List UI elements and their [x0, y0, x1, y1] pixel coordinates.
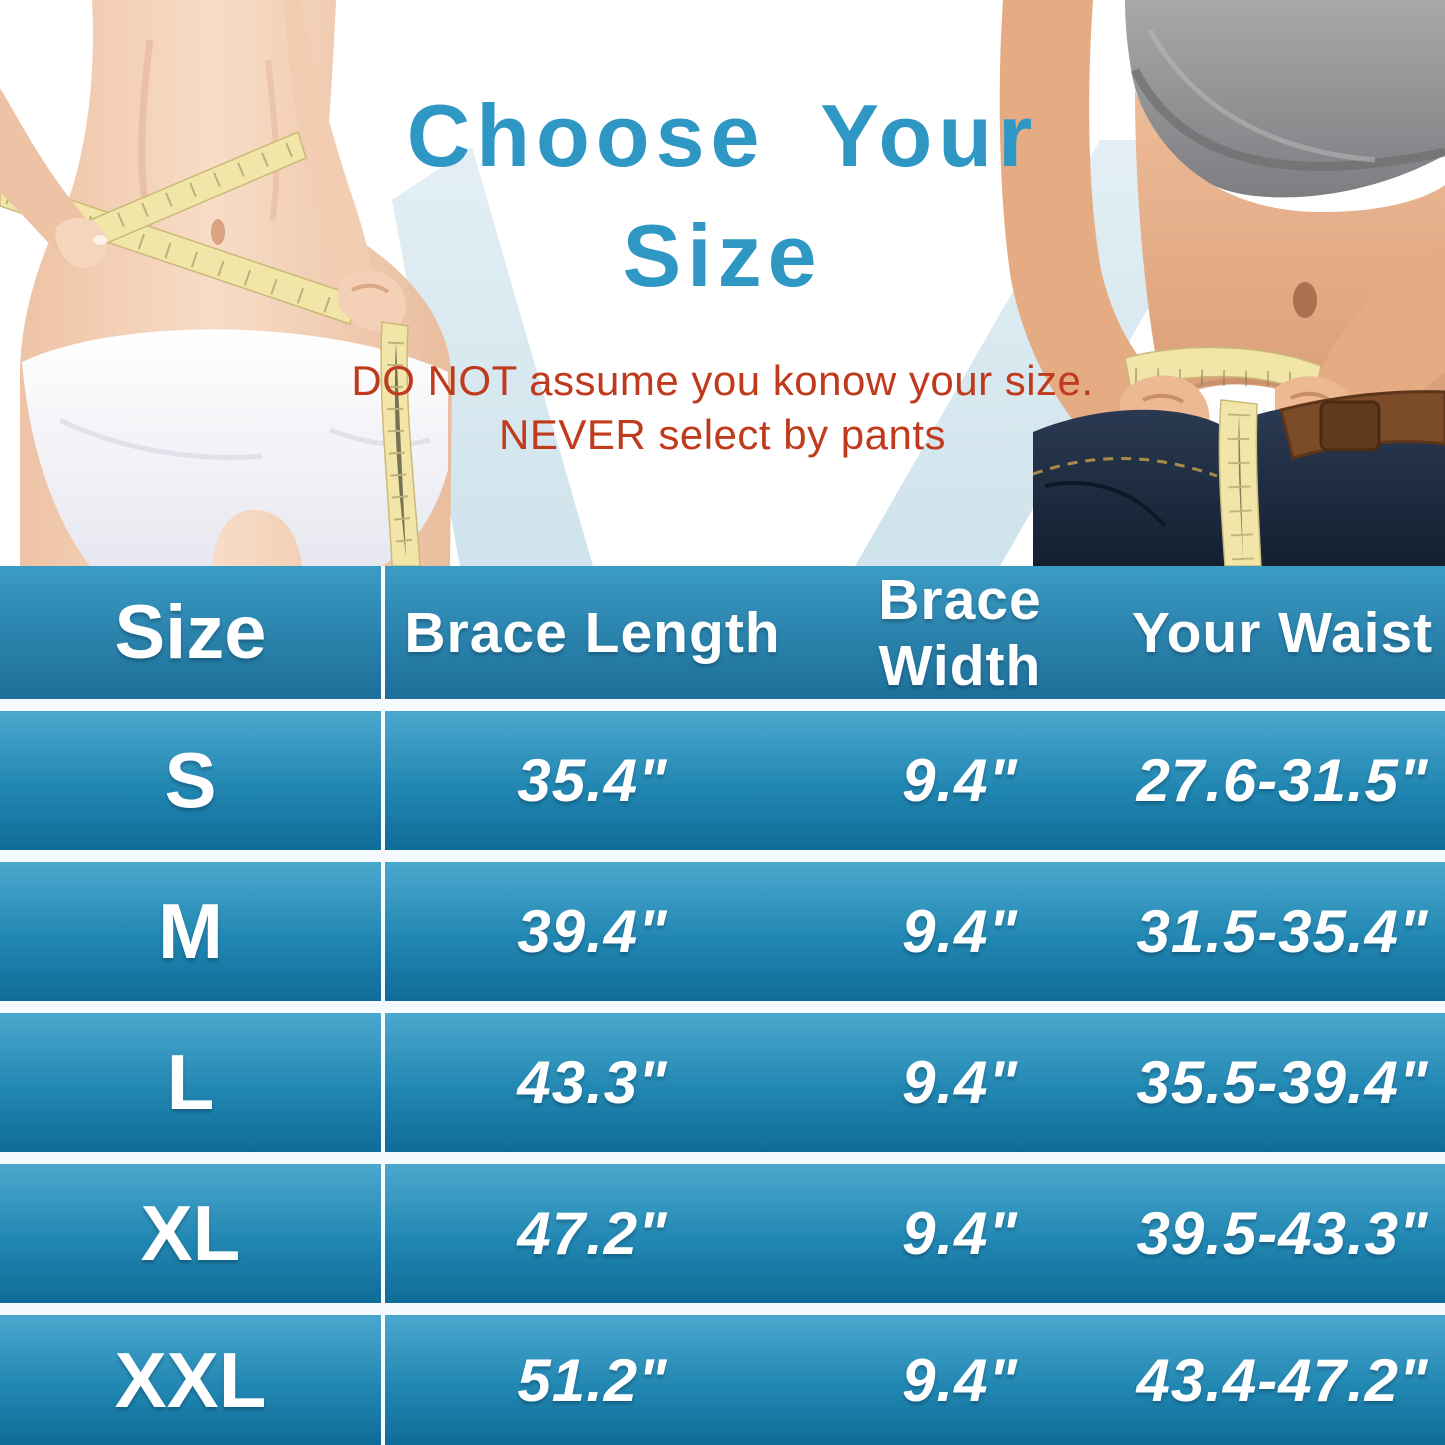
header-brace-length: Brace Length: [404, 600, 781, 665]
row-label: S: [0, 711, 385, 850]
cell-brace-width: 9.4": [902, 898, 1018, 965]
row-label: XXL: [0, 1315, 385, 1445]
cell-your-waist: 43.4-47.2": [1136, 1346, 1429, 1414]
header-size: Size: [0, 566, 385, 699]
cell-brace-length: 47.2": [517, 1200, 668, 1267]
page-title: Choose Your Size: [0, 76, 1445, 316]
cell-brace-width: 9.4": [902, 1200, 1018, 1267]
photo-woman-measuring-waist: [0, 0, 452, 566]
cell-brace-width: 9.4": [902, 747, 1018, 814]
cell-your-waist: 39.5-43.3": [1136, 1200, 1429, 1267]
cell-your-waist: 35.5-39.4": [1136, 1049, 1429, 1116]
cell-brace-width: 9.4": [902, 1049, 1018, 1116]
table-row-m: M 39.4" 9.4" 31.5-35.4": [0, 862, 1445, 1001]
cell-brace-length: 43.3": [517, 1049, 668, 1116]
cell-your-waist: 31.5-35.4": [1136, 898, 1429, 965]
header-your-waist: Your Waist: [1131, 600, 1434, 665]
table-row-s: S 35.4" 9.4" 27.6-31.5": [0, 711, 1445, 850]
sizing-warning-text: DO NOT assume you konow your size. NEVER…: [0, 354, 1445, 462]
page-title-line1: Choose Your: [406, 86, 1039, 185]
table-row-xl: XL 47.2" 9.4" 39.5-43.3": [0, 1164, 1445, 1303]
row-label: L: [0, 1013, 385, 1152]
cell-your-waist: 27.6-31.5": [1136, 747, 1429, 814]
header-brace-width: Brace Width: [878, 567, 1042, 698]
cell-brace-width: 9.4": [902, 1346, 1018, 1414]
page-title-line2: Size: [622, 206, 823, 305]
row-label: M: [0, 862, 385, 1001]
cell-brace-length: 39.4": [517, 898, 668, 965]
table-row-l: L 43.3" 9.4" 35.5-39.4": [0, 1013, 1445, 1152]
hero-section: Choose Your Size DO NOT assume you konow…: [0, 0, 1445, 566]
row-label: XL: [0, 1164, 385, 1303]
sizing-warning-line2: NEVER select by pants: [498, 411, 947, 458]
size-table-header-row: Size Brace Length Brace Width Your Waist: [0, 566, 1445, 699]
size-table: Size Brace Length Brace Width Your Waist…: [0, 566, 1445, 1445]
table-row-xxl: XXL 51.2" 9.4" 43.4-47.2": [0, 1315, 1445, 1445]
sizing-warning-line1: DO NOT assume you konow your size.: [351, 357, 1094, 404]
cell-brace-length: 35.4": [517, 747, 668, 814]
photo-man-measuring-belly: [999, 0, 1445, 566]
cell-brace-length: 51.2": [517, 1346, 668, 1414]
